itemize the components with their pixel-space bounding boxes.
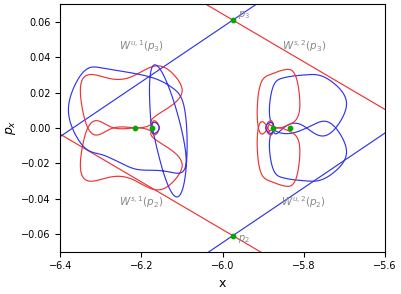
Text: $p_2$: $p_2$ bbox=[238, 233, 249, 245]
Point bbox=[230, 18, 236, 22]
Point bbox=[286, 126, 293, 130]
Text: $W^{u,1}(p_3)$: $W^{u,1}(p_3)$ bbox=[119, 38, 164, 54]
Text: $W^{u,2}(p_2)$: $W^{u,2}(p_2)$ bbox=[282, 194, 326, 210]
Point bbox=[148, 126, 155, 130]
X-axis label: x: x bbox=[219, 277, 227, 290]
Point bbox=[230, 233, 236, 238]
Point bbox=[270, 126, 277, 130]
Text: $W^{s,1}(p_2)$: $W^{s,1}(p_2)$ bbox=[119, 194, 164, 210]
Y-axis label: $p_x$: $p_x$ bbox=[4, 120, 18, 136]
Text: $W^{s,2}(p_3)$: $W^{s,2}(p_3)$ bbox=[282, 38, 326, 54]
Text: $p_3$: $p_3$ bbox=[238, 9, 250, 21]
Point bbox=[132, 126, 139, 130]
